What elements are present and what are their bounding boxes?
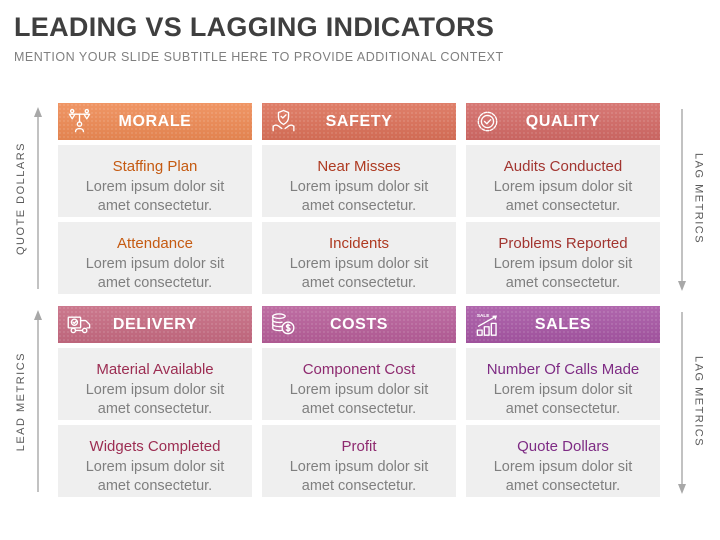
top-right-axis-label: LAG METRICS [692, 152, 705, 245]
item-label: Staffing Plan [112, 158, 198, 175]
item-text: Lorem ipsum dolor sit amet consectetur. [85, 459, 225, 494]
up-arrow-icon [33, 309, 42, 492]
top-left-axis: QUOTE DOLLARS [0, 103, 58, 294]
item-text: Lorem ipsum dolor sit amet consectetur. [493, 179, 633, 214]
item-text: Lorem ipsum dolor sit amet consectetur. [493, 382, 633, 417]
item-label: Widgets Completed [89, 438, 221, 455]
item-label: Attendance [117, 235, 193, 252]
item-label: Number Of Calls Made [486, 361, 640, 378]
card-rows: QUOTE DOLLARS [0, 103, 720, 509]
item-text: Lorem ipsum dolor sit amet consectetur. [289, 382, 429, 417]
card-safety-header: SAFETY [262, 103, 456, 140]
bottom-card-grid: DELIVERY Material Available Lorem ipsum … [58, 306, 660, 497]
card-quality-header: QUALITY [466, 103, 660, 140]
card-delivery: DELIVERY Material Available Lorem ipsum … [58, 306, 252, 497]
item-text: Lorem ipsum dolor sit amet consectetur. [493, 459, 633, 494]
card-delivery-title: DELIVERY [112, 315, 198, 333]
item-text: Lorem ipsum dolor sit amet consectetur. [85, 256, 225, 291]
bottom-right-axis: LAG METRICS [660, 306, 720, 497]
card-sales-header: SALE SALES [466, 306, 660, 343]
card-morale-item-2: Attendance Lorem ipsum dolor sit amet co… [58, 222, 252, 294]
people-balance-icon [64, 107, 94, 137]
down-arrow-icon [677, 108, 686, 291]
card-costs-title: COSTS [329, 315, 389, 333]
card-costs-item-2: Profit Lorem ipsum dolor sit amet consec… [262, 425, 456, 497]
item-text: Lorem ipsum dolor sit amet consectetur. [289, 256, 429, 291]
item-text: Lorem ipsum dolor sit amet consectetur. [85, 382, 225, 417]
card-safety-item-2: Incidents Lorem ipsum dolor sit amet con… [262, 222, 456, 294]
top-row: QUOTE DOLLARS [0, 103, 720, 294]
item-text: Lorem ipsum dolor sit amet consectetur. [289, 179, 429, 214]
card-morale: MORALE Staffing Plan Lorem ipsum dolor s… [58, 103, 252, 294]
item-label: Material Available [96, 361, 214, 378]
card-costs-item-1: Component Cost Lorem ipsum dolor sit ame… [262, 348, 456, 420]
card-sales-title: SALES [534, 315, 592, 333]
card-quality-item-2: Problems Reported Lorem ipsum dolor sit … [466, 222, 660, 294]
up-arrow-icon [33, 106, 42, 289]
card-quality-title: QUALITY [525, 112, 601, 130]
top-right-axis: LAG METRICS [660, 103, 720, 294]
card-delivery-header: DELIVERY [58, 306, 252, 343]
slide-header: LEADING VS LAGGING INDICATORS MENTION YO… [14, 12, 706, 64]
item-label: Component Cost [302, 361, 416, 378]
card-morale-title: MORALE [118, 112, 192, 130]
card-quality: QUALITY Audits Conducted Lorem ipsum dol… [466, 103, 660, 294]
card-safety: SAFETY Near Misses Lorem ipsum dolor sit… [262, 103, 456, 294]
delivery-truck-icon [64, 310, 94, 340]
bottom-right-axis-label: LAG METRICS [692, 355, 705, 448]
page-subtitle: MENTION YOUR SLIDE SUBTITLE HERE TO PROV… [14, 50, 504, 64]
shield-hands-icon [268, 107, 298, 137]
card-costs: COSTS Component Cost Lorem ipsum dolor s… [262, 306, 456, 497]
item-label: Incidents [328, 235, 390, 252]
item-label: Problems Reported [498, 235, 628, 252]
page-title: LEADING VS LAGGING INDICATORS [14, 12, 495, 42]
card-safety-title: SAFETY [325, 112, 393, 130]
down-arrow-icon [677, 311, 686, 494]
quality-badge-icon [472, 107, 502, 137]
card-delivery-item-1: Material Available Lorem ipsum dolor sit… [58, 348, 252, 420]
card-morale-header: MORALE [58, 103, 252, 140]
bottom-row: LEAD METRICS [0, 306, 720, 497]
card-safety-item-1: Near Misses Lorem ipsum dolor sit amet c… [262, 145, 456, 217]
top-left-axis-label: QUOTE DOLLARS [14, 141, 27, 256]
card-sales-item-2: Quote Dollars Lorem ipsum dolor sit amet… [466, 425, 660, 497]
card-costs-header: COSTS [262, 306, 456, 343]
item-label: Near Misses [317, 158, 401, 175]
bottom-left-axis-label: LEAD METRICS [14, 351, 27, 452]
bottom-left-axis: LEAD METRICS [0, 306, 58, 497]
item-label: Profit [341, 438, 377, 455]
item-text: Lorem ipsum dolor sit amet consectetur. [85, 179, 225, 214]
card-morale-item-1: Staffing Plan Lorem ipsum dolor sit amet… [58, 145, 252, 217]
svg-text:SALE: SALE [476, 313, 489, 319]
item-text: Lorem ipsum dolor sit amet consectetur. [493, 256, 633, 291]
item-label: Audits Conducted [503, 158, 623, 175]
card-delivery-item-2: Widgets Completed Lorem ipsum dolor sit … [58, 425, 252, 497]
card-sales-item-1: Number Of Calls Made Lorem ipsum dolor s… [466, 348, 660, 420]
item-label: Quote Dollars [517, 438, 609, 455]
coins-icon [268, 310, 298, 340]
top-card-grid: MORALE Staffing Plan Lorem ipsum dolor s… [58, 103, 660, 294]
sales-chart-icon: SALE [472, 310, 502, 340]
item-text: Lorem ipsum dolor sit amet consectetur. [289, 459, 429, 494]
card-quality-item-1: Audits Conducted Lorem ipsum dolor sit a… [466, 145, 660, 217]
card-sales: SALE SALES Number Of Calls Made [466, 306, 660, 497]
